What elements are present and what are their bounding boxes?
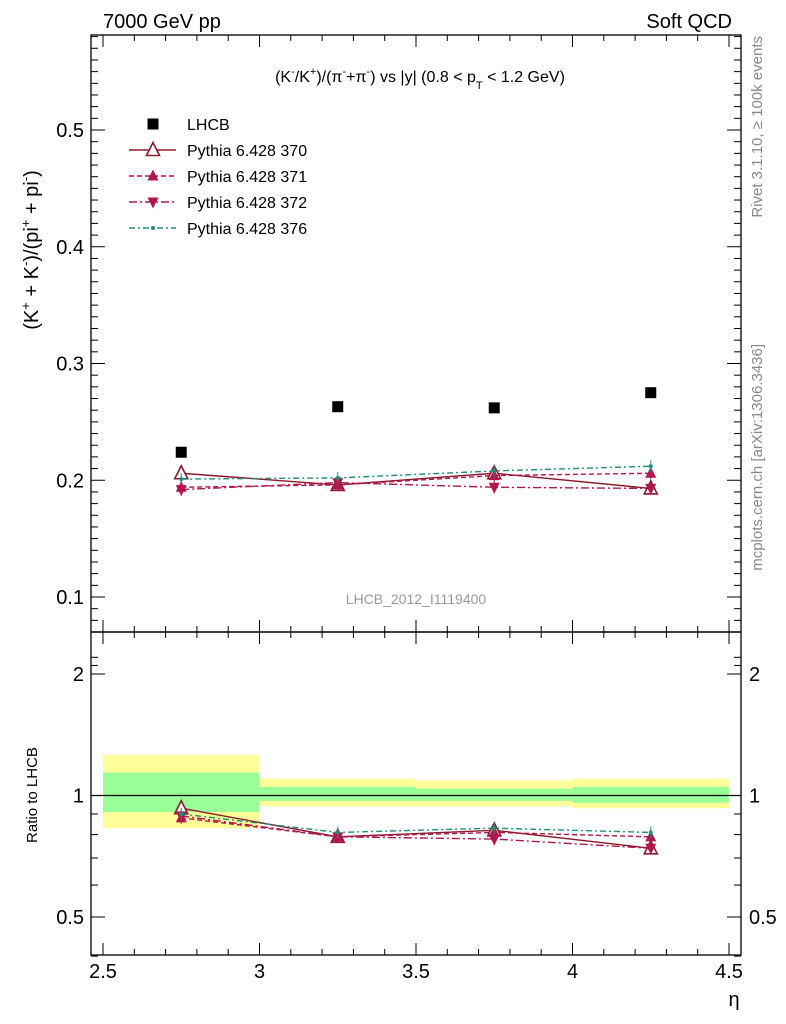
x-tick-label: 4.5 xyxy=(715,961,743,983)
y-tick-label: 0.1 xyxy=(56,587,84,609)
ratio-data-point xyxy=(488,834,500,846)
ratio-series-line xyxy=(181,813,651,834)
legend-marker xyxy=(147,169,159,181)
ratio-data-point xyxy=(492,826,497,831)
main-series-line xyxy=(181,472,651,488)
y-tick-label: 0.2 xyxy=(56,470,84,492)
header-left: 7000 GeV pp xyxy=(103,11,221,33)
main-panel: 0.1 0.2 0.3 0.4 0.5 xyxy=(56,34,742,955)
ratio-y-tick-label-right: 1 xyxy=(749,786,760,808)
main-data-point xyxy=(645,483,657,495)
ratio-y-axis-label: Ratio to LHCB xyxy=(24,747,41,843)
ratio-y-tick-label: 0.5 xyxy=(56,907,84,929)
main-data-point xyxy=(488,482,500,494)
legend: LHCB Pythia 6.428 370 Pythia 6.428 371 Pyth… xyxy=(129,117,307,238)
ratio-series-line xyxy=(181,807,651,849)
main-data-point xyxy=(492,468,497,473)
legend-label: LHCB xyxy=(187,117,230,134)
legend-marker xyxy=(145,140,161,157)
ratio-frame xyxy=(90,631,742,956)
legend-marker xyxy=(147,118,159,130)
ratio-band-inner xyxy=(572,786,729,803)
legend-label: Pythia 6.428 372 xyxy=(187,195,307,212)
legend-marker xyxy=(147,197,159,209)
ratio-data-point xyxy=(179,811,184,816)
y-tick-label: 0.4 xyxy=(56,237,84,259)
ratio-y-tick-label-right: 2 xyxy=(749,664,760,686)
x-axis-label: η xyxy=(728,989,739,1011)
main-data-point xyxy=(488,402,500,414)
mcplots-label: mcplots.cern.ch [arXiv:1306.3436] xyxy=(749,344,766,571)
x-tick-label: 2.5 xyxy=(89,961,117,983)
ratio-data-point xyxy=(645,843,657,855)
x-tick-label: 3 xyxy=(254,961,265,983)
ratio-y-tick-label-right: 0.5 xyxy=(749,907,777,929)
y-tick-label: 0.5 xyxy=(56,120,84,142)
x-tick-label: 3.5 xyxy=(402,961,430,983)
main-plot-title: (K-/K+)/(π-+π-) vs |y| (0.8 < pT < 1.2 G… xyxy=(275,66,565,92)
main-data-point xyxy=(645,387,657,399)
ratio-panel: 2.5 3 3.5 4 4.5 0.5 0.5 1 1 2 2 xyxy=(56,631,777,983)
ratio-data-point xyxy=(335,830,340,835)
main-data-point xyxy=(175,485,187,497)
main-series-line xyxy=(181,465,651,480)
header-right: Soft QCD xyxy=(646,11,732,33)
ratio-y-tick-label: 2 xyxy=(73,664,84,686)
ratio-series-line xyxy=(181,815,651,849)
main-data-point xyxy=(175,446,187,458)
ratio-data-point xyxy=(648,830,653,835)
main-data-point xyxy=(648,464,653,469)
ratio-band-inner xyxy=(416,788,573,801)
main-y-axis-label: (K+ + K-)/(pi+ + pi-) xyxy=(18,170,43,330)
legend-label: Pythia 6.428 371 xyxy=(187,169,307,186)
ratio-y-tick-label: 1 xyxy=(73,786,84,808)
main-data-point xyxy=(332,401,344,413)
main-data-point xyxy=(179,477,184,482)
main-data-point xyxy=(645,466,657,478)
main-data-point xyxy=(335,475,340,480)
y-tick-label: 0.3 xyxy=(56,354,84,376)
legend-label: Pythia 6.428 376 xyxy=(187,221,307,238)
legend-marker xyxy=(151,226,155,230)
x-tick-label: 4 xyxy=(567,961,578,983)
main-series-line xyxy=(181,481,651,491)
ratio-series-line xyxy=(181,817,651,838)
main-series-line xyxy=(181,472,651,490)
rivet-label: Rivet 3.1.10, ≥ 100k events xyxy=(749,36,766,218)
legend-label: Pythia 6.428 370 xyxy=(187,143,307,160)
analysis-watermark: LHCB_2012_I1119400 xyxy=(346,591,487,607)
ratio-band-inner xyxy=(259,786,416,801)
